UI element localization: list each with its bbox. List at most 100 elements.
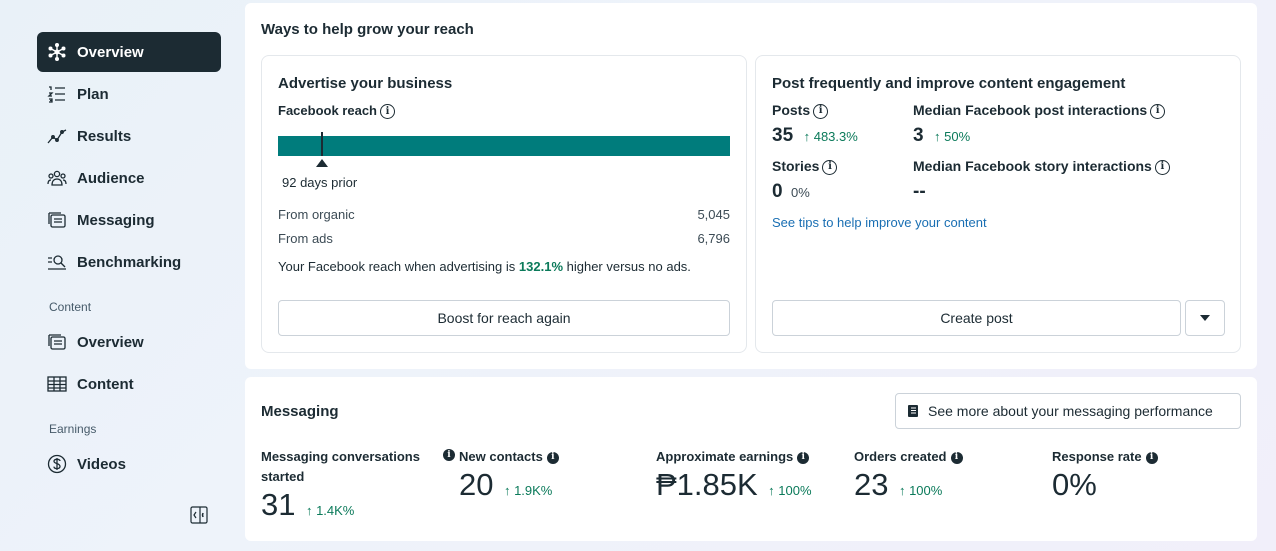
reach-summary-percent: 132.1% xyxy=(518,259,563,274)
content-section-label: Content xyxy=(49,300,92,314)
sidebar: Overview Plan Results Audience Messaging… xyxy=(0,0,232,551)
metric-value: 0% xyxy=(1052,467,1097,502)
stories-value: 0 xyxy=(772,181,783,202)
info-icon[interactable]: i xyxy=(813,103,829,119)
sidebar-item-label: Messaging xyxy=(77,211,155,229)
advertise-title: Advertise your business xyxy=(278,75,453,92)
dollar-icon xyxy=(47,454,67,474)
reach-marker-triangle xyxy=(316,159,328,167)
arrow-up-icon: ↑ xyxy=(503,483,511,498)
sidebar-item-label: Audience xyxy=(77,169,145,187)
posts-label: Posts i xyxy=(772,102,829,119)
metric-conversations: 31 ↑ 1.4K% xyxy=(261,487,354,523)
organic-label: From organic xyxy=(278,207,355,222)
sidebar-item-label: Videos xyxy=(77,455,126,473)
info-icon[interactable]: i xyxy=(1150,103,1166,119)
metric-new-contacts: 20 ↑ 1.9K% xyxy=(459,467,552,503)
info-icon[interactable]: i xyxy=(797,451,810,464)
facebook-reach-label: Facebook reach i xyxy=(278,103,395,120)
stories-metric: 0 0% xyxy=(772,181,810,203)
benchmarking-icon xyxy=(47,252,67,272)
info-icon[interactable]: i xyxy=(822,159,838,175)
reach-marker-line xyxy=(321,132,323,156)
arrow-up-icon: ↑ xyxy=(803,129,811,144)
reach-marker-label: 92 days prior xyxy=(282,175,358,190)
metric-earnings-label: Approximate earnings i xyxy=(656,447,810,467)
median-post-metric: 3 ↑ 50% xyxy=(913,125,970,147)
sidebar-item-content-overview[interactable]: Overview xyxy=(37,322,221,362)
median-post-value: 3 xyxy=(913,125,924,146)
messaging-icon xyxy=(47,210,67,230)
reach-bar xyxy=(278,136,730,156)
median-story-value: -- xyxy=(913,181,926,202)
reach-card-title: Ways to help grow your reach xyxy=(261,21,474,38)
sidebar-item-videos[interactable]: Videos xyxy=(37,444,221,484)
collapse-sidebar-icon[interactable] xyxy=(190,506,208,524)
metric-orders: 23 ↑ 100% xyxy=(854,467,942,503)
stories-label: Stories i xyxy=(772,158,838,175)
info-icon[interactable]: i xyxy=(443,449,455,461)
info-icon[interactable]: i xyxy=(950,451,963,464)
results-icon xyxy=(47,126,67,146)
sidebar-item-results[interactable]: Results xyxy=(37,116,221,156)
messaging-title: Messaging xyxy=(261,403,339,420)
ads-label: From ads xyxy=(278,231,333,246)
metric-response-rate: 0% xyxy=(1052,467,1097,503)
post-engagement-card: Post frequently and improve content enga… xyxy=(755,55,1241,353)
sidebar-item-content[interactable]: Content xyxy=(37,364,221,404)
sidebar-item-label: Overview xyxy=(77,43,144,61)
metric-earnings: ₱1.85K ↑ 100% xyxy=(656,467,812,503)
arrow-up-icon: ↑ xyxy=(898,483,906,498)
median-story-label: Median Facebook story interactions i xyxy=(913,158,1170,175)
sidebar-item-label: Benchmarking xyxy=(77,253,182,271)
sidebar-item-label: Plan xyxy=(77,85,109,103)
info-icon[interactable]: i xyxy=(546,451,559,464)
plan-icon xyxy=(47,84,67,104)
metric-orders-label: Orders created i xyxy=(854,447,963,467)
caret-down-icon xyxy=(1200,315,1210,321)
organic-value: 5,045 xyxy=(697,207,730,222)
metric-value: 23 xyxy=(854,467,889,502)
info-icon[interactable]: i xyxy=(1154,159,1170,175)
boost-button[interactable]: Boost for reach again xyxy=(278,300,730,336)
metric-change: ↑ 1.4K% xyxy=(305,503,355,518)
sidebar-item-label: Overview xyxy=(77,333,144,351)
sidebar-item-label: Content xyxy=(77,375,134,393)
arrow-up-icon: ↑ xyxy=(934,129,941,144)
messaging-card: Messaging See more about your messaging … xyxy=(245,377,1257,541)
median-post-label: Median Facebook post interactions i xyxy=(913,102,1166,119)
ads-value: 6,796 xyxy=(697,231,730,246)
sidebar-item-benchmarking[interactable]: Benchmarking xyxy=(37,242,221,282)
posts-metric: 35 ↑ 483.3% xyxy=(772,125,858,147)
metric-value: 31 xyxy=(261,487,296,522)
sidebar-item-label: Results xyxy=(77,127,132,145)
create-post-dropdown[interactable] xyxy=(1185,300,1225,336)
arrow-up-icon: ↑ xyxy=(768,483,775,498)
info-icon[interactable]: i xyxy=(1145,451,1158,464)
post-engagement-title: Post frequently and improve content enga… xyxy=(772,75,1126,92)
metric-conversations-label: Messaging conversations started xyxy=(261,449,420,484)
overview-icon xyxy=(47,42,67,62)
tips-link[interactable]: See tips to help improve your content xyxy=(772,215,987,230)
see-more-messaging-button[interactable]: See more about your messaging performanc… xyxy=(895,393,1241,429)
info-icon[interactable]: i xyxy=(380,104,395,120)
sidebar-item-audience[interactable]: Audience xyxy=(37,158,221,198)
sidebar-item-messaging[interactable]: Messaging xyxy=(37,200,221,240)
metric-change: ↑ 100% xyxy=(898,483,943,498)
reach-card: Ways to help grow your reach Advertise y… xyxy=(245,3,1257,369)
posts-change: ↑ 483.3% xyxy=(803,129,858,144)
arrow-up-icon: ↑ xyxy=(305,503,313,518)
audience-icon xyxy=(47,168,67,188)
metric-value: 20 xyxy=(459,467,494,502)
earnings-section-label: Earnings xyxy=(49,422,97,436)
table-icon xyxy=(47,374,67,394)
metric-response-rate-label: Response rate i xyxy=(1052,447,1158,467)
sidebar-item-overview[interactable]: Overview xyxy=(37,32,221,72)
create-post-button[interactable]: Create post xyxy=(772,300,1181,336)
stories-change: 0% xyxy=(791,185,810,200)
metric-change: ↑ 1.9K% xyxy=(503,483,553,498)
document-icon xyxy=(908,405,918,417)
sidebar-item-plan[interactable]: Plan xyxy=(37,74,221,114)
metric-change: ↑ 100% xyxy=(768,483,812,498)
metric-value: ₱1.85K xyxy=(656,467,758,502)
